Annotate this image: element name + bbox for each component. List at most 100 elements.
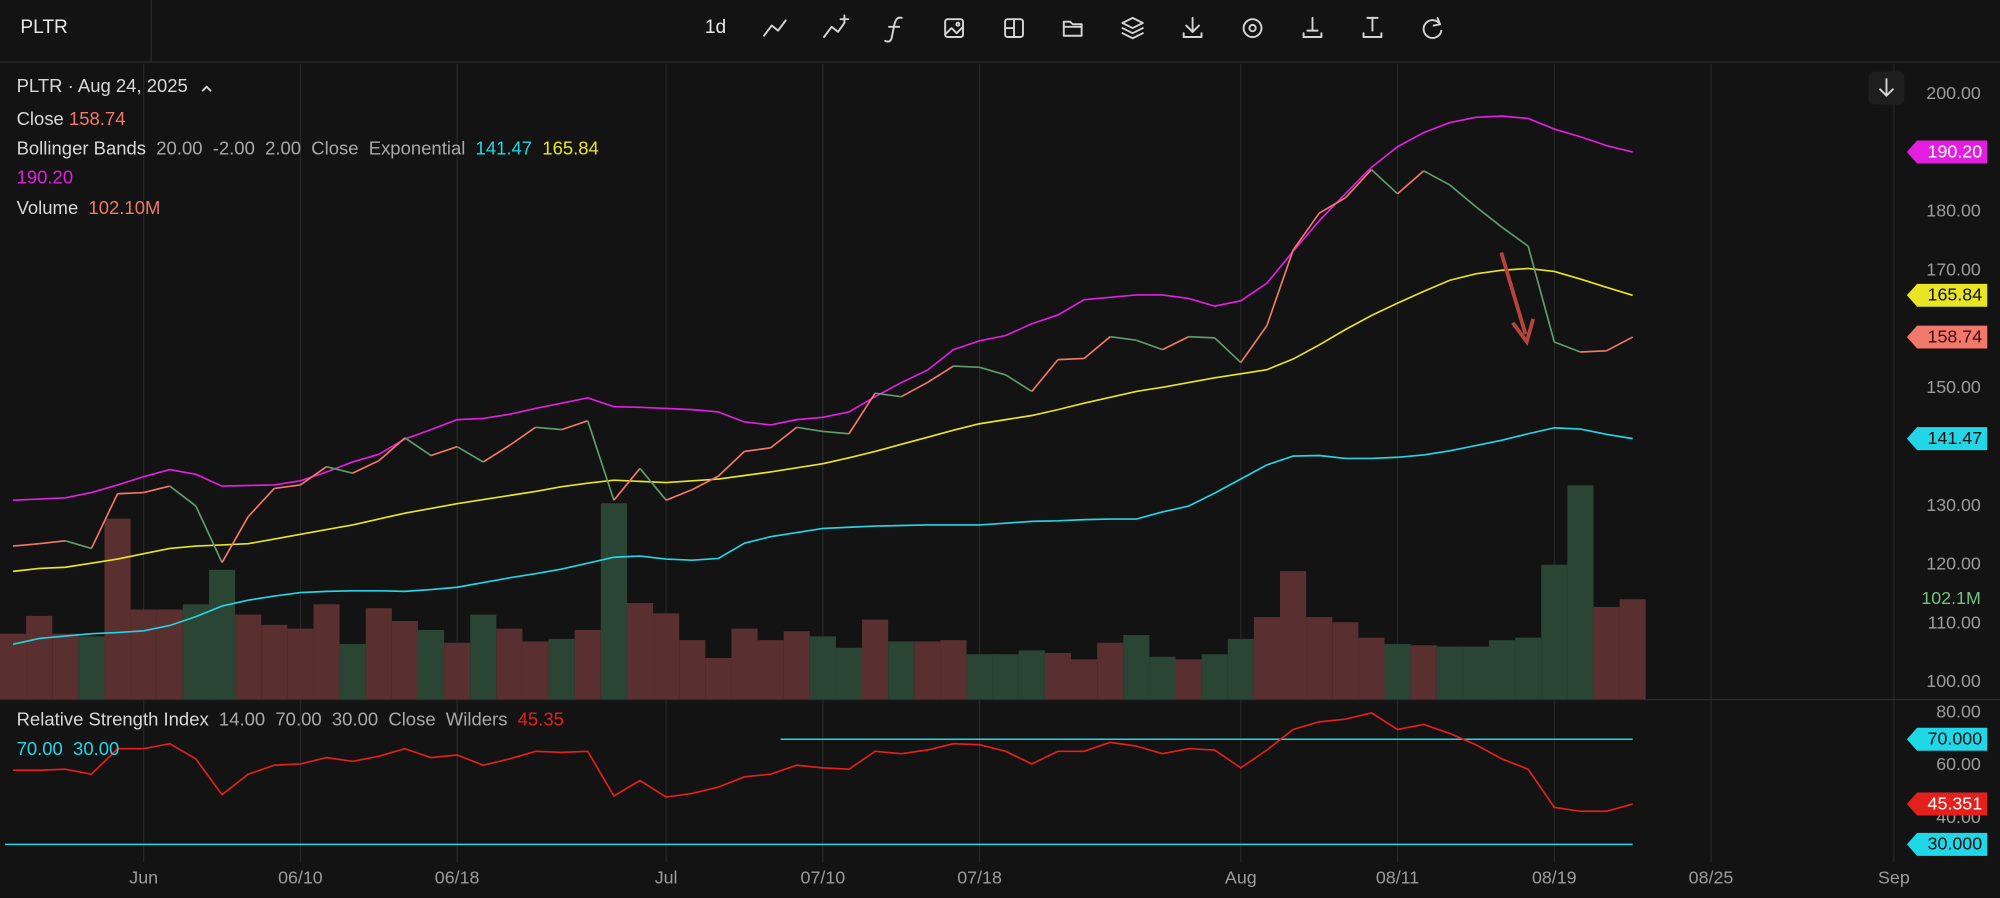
volume-bar <box>1306 617 1333 699</box>
volume-bar <box>783 631 810 699</box>
x-tick-label: Jul <box>655 868 678 888</box>
close-segment <box>744 447 771 453</box>
rsi-line <box>13 712 1633 813</box>
param: 14.00 <box>219 709 265 730</box>
volume-bar <box>679 640 706 699</box>
volume-last-label: 102.1M <box>1921 588 1981 608</box>
close-segment <box>639 467 667 501</box>
volume-bar <box>78 636 105 699</box>
volume-bar <box>104 518 131 699</box>
rsi-tick-label: 80.00 <box>1936 702 1981 722</box>
legend: PLTR · Aug 24, 2025 Close 158.74 Bollinge… <box>17 75 599 759</box>
close-segment <box>717 450 746 477</box>
volume-bar <box>600 503 627 699</box>
volume-bar <box>966 654 993 699</box>
y-tick-label: 150.00 <box>1926 377 1981 397</box>
close-segment <box>1606 336 1634 352</box>
y-tick-label: 180.00 <box>1926 201 1981 221</box>
export-icon[interactable] <box>1362 16 1383 38</box>
function-icon[interactable] <box>884 16 903 43</box>
toolbar: PLTR 1d <box>0 0 2000 63</box>
volume-bar <box>287 628 314 699</box>
param: Close <box>311 137 358 158</box>
image-icon[interactable] <box>944 18 964 38</box>
volume-bar <box>208 569 236 699</box>
x-tick-label: 06/18 <box>435 868 480 888</box>
volume-bar <box>235 614 262 699</box>
close-segment <box>12 542 40 547</box>
volume-bar <box>261 624 288 699</box>
volume-bar <box>0 633 27 699</box>
volume-bar <box>1280 571 1307 699</box>
volume-bar <box>940 640 967 699</box>
volume-bar <box>1384 643 1411 699</box>
volume-bar <box>1358 637 1385 699</box>
legend-bb-upper: 190.20 <box>17 166 74 187</box>
close-segment <box>274 484 301 490</box>
price-tag-label: 165.84 <box>1928 285 1983 305</box>
x-tick-label: Sep <box>1878 868 1910 888</box>
volume-bar <box>1227 638 1254 699</box>
download-icon[interactable] <box>1182 16 1203 38</box>
rsi-tick-label: 60.00 <box>1936 754 1981 774</box>
volume-bar <box>1071 659 1098 699</box>
volume-bar <box>391 621 418 699</box>
close-segment <box>39 539 66 545</box>
price-tag-label: 30.000 <box>1928 834 1983 854</box>
plot-layer: Jun 06/10 06/18 Jul 07/10 07/18 Aug 08/11 08/19 0… <box>0 63 2000 888</box>
x-tick-label: 06/10 <box>278 868 323 888</box>
settings-icon[interactable] <box>1242 18 1263 38</box>
volume-bar <box>1619 599 1646 699</box>
scroll-latest-button[interactable] <box>1868 71 1905 105</box>
collapse-chevron[interactable] <box>201 85 212 92</box>
volume-bar <box>1332 622 1359 699</box>
indicator-line <box>12 427 1633 646</box>
close-segment <box>65 539 92 550</box>
param: 70.00 <box>275 709 321 730</box>
import-icon[interactable] <box>1302 16 1323 38</box>
label: Volume <box>17 197 79 218</box>
value: 158.74 <box>69 108 126 129</box>
close-segment <box>143 485 170 494</box>
close-segment <box>874 392 902 398</box>
y-tick-label: 170.00 <box>1926 260 1981 280</box>
volume-bar <box>1253 617 1280 699</box>
line-chart-icon[interactable] <box>763 19 787 37</box>
layers-icon[interactable] <box>1121 16 1144 40</box>
reset-icon[interactable] <box>1422 16 1443 39</box>
volume-bar <box>1097 642 1124 699</box>
price-tag <box>1906 832 1988 856</box>
symbol[interactable]: PLTR <box>20 17 67 38</box>
arrow-head <box>1511 318 1536 347</box>
level: 30.00 <box>73 738 119 759</box>
value: 165.84 <box>542 137 599 158</box>
arrow-down-icon <box>1879 78 1894 97</box>
volume-bar <box>1436 646 1463 699</box>
y-tick-label: 100.00 <box>1926 671 1981 691</box>
close-segment <box>1318 197 1346 214</box>
interval-button[interactable]: 1d <box>705 17 726 38</box>
indicator-line <box>13 115 1633 502</box>
close-segment <box>299 465 328 486</box>
close-segment <box>1423 170 1451 186</box>
volume-bar <box>705 658 732 699</box>
x-tick-label: 08/11 <box>1376 868 1419 888</box>
legend-header: PLTR · Aug 24, 2025 <box>17 75 188 96</box>
price-tag <box>1906 792 1988 816</box>
layout-icon[interactable] <box>1004 18 1024 38</box>
price-tag-label: 141.47 <box>1928 428 1983 448</box>
x-tick-label: 07/18 <box>957 868 1002 888</box>
price-tag-label: 70.000 <box>1928 729 1983 749</box>
label: Bollinger Bands <box>17 137 146 158</box>
volume-bar <box>1488 640 1516 699</box>
volume-bar <box>182 604 209 699</box>
close-segment <box>926 365 954 384</box>
close-segment <box>1083 336 1111 360</box>
close-segment <box>326 465 353 474</box>
volume-bar <box>835 647 863 699</box>
close-segment <box>352 460 380 474</box>
indicator-icon[interactable] <box>823 14 850 38</box>
volume-bar <box>496 628 523 699</box>
folder-icon[interactable] <box>1062 20 1083 37</box>
close-segment <box>169 485 197 507</box>
